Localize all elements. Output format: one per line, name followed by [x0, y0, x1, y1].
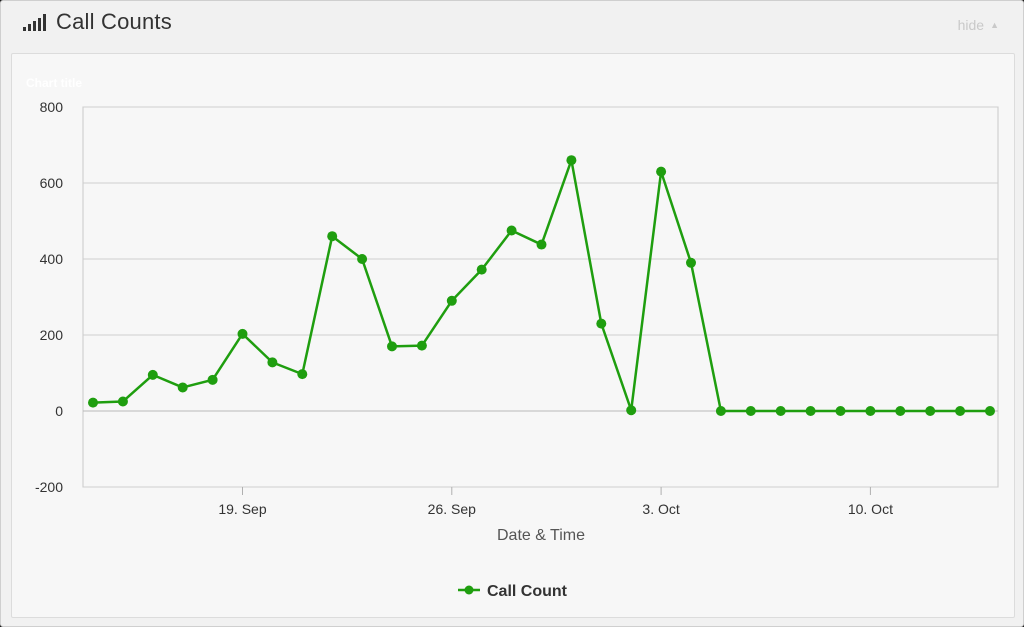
data-point[interactable] [267, 357, 278, 368]
data-point[interactable] [536, 239, 547, 250]
y-tick-label: 0 [55, 403, 63, 419]
y-tick-label: 800 [40, 99, 64, 115]
data-point[interactable] [865, 406, 876, 416]
data-point[interactable] [506, 225, 517, 236]
line-chart: Chart title 800 600 400 200 0 -200 19. Sep 26.… [26, 76, 999, 600]
x-tick-label: 10. Oct [848, 501, 893, 517]
hide-button[interactable]: hide ▲ [958, 17, 999, 33]
data-point[interactable] [387, 341, 397, 352]
data-point[interactable] [985, 406, 995, 416]
widget-title-group: Call Counts [23, 9, 172, 35]
data-point[interactable] [775, 406, 786, 416]
plot-area-border [82, 106, 999, 488]
x-tick-label: 19. Sep [218, 501, 266, 517]
y-tick-label: 600 [40, 175, 64, 191]
chart-panel: Chart title 800 600 400 200 0 -200 19. Sep 26.… [11, 53, 1015, 618]
data-point[interactable] [297, 369, 308, 380]
data-point[interactable] [476, 264, 487, 275]
data-point[interactable] [237, 328, 248, 339]
data-point[interactable] [715, 406, 726, 416]
widget-title: Call Counts [56, 9, 172, 34]
y-tick-label: 400 [40, 251, 64, 267]
legend-label-call-count: Call Count [487, 583, 568, 600]
data-point[interactable] [566, 155, 577, 166]
data-point[interactable] [147, 369, 158, 380]
series-line-call-count [92, 158, 990, 413]
x-tick-label: 26. Sep [428, 501, 476, 517]
data-point[interactable] [177, 382, 188, 393]
x-tick-label: 3. Oct [642, 501, 679, 517]
data-point[interactable] [357, 254, 368, 264]
legend-point-marker [464, 585, 474, 595]
widget-header: Call Counts hide ▲ [1, 1, 1023, 47]
chart-series [88, 155, 995, 416]
y-tick-label: -200 [35, 479, 63, 495]
chart-title: Chart title [26, 76, 82, 90]
data-point[interactable] [207, 374, 218, 385]
data-point[interactable] [596, 318, 607, 329]
data-point[interactable] [327, 231, 338, 242]
chart-legend[interactable]: Call Count [458, 583, 568, 600]
data-point[interactable] [656, 166, 667, 177]
caret-up-icon: ▲ [990, 20, 999, 30]
y-axis-ticks: 800 600 400 200 0 -200 [35, 99, 63, 495]
data-point[interactable] [88, 397, 98, 408]
data-point[interactable] [626, 405, 637, 416]
data-point[interactable] [117, 396, 128, 407]
data-point[interactable] [745, 406, 756, 416]
data-point[interactable] [446, 295, 457, 306]
signal-bars-icon [23, 13, 46, 31]
data-point[interactable] [925, 406, 936, 416]
x-axis-title: Date & Time [497, 527, 585, 544]
data-point[interactable] [805, 406, 816, 416]
data-point[interactable] [686, 257, 696, 268]
data-point[interactable] [416, 340, 427, 351]
data-point[interactable] [835, 406, 846, 416]
data-point[interactable] [955, 406, 966, 416]
x-axis-ticks: 19. Sep 26. Sep 3. Oct 10. Oct [218, 487, 893, 517]
data-point[interactable] [895, 406, 906, 416]
chart-grid [82, 106, 999, 488]
hide-label: hide [957, 17, 985, 33]
y-tick-label: 200 [40, 327, 64, 343]
